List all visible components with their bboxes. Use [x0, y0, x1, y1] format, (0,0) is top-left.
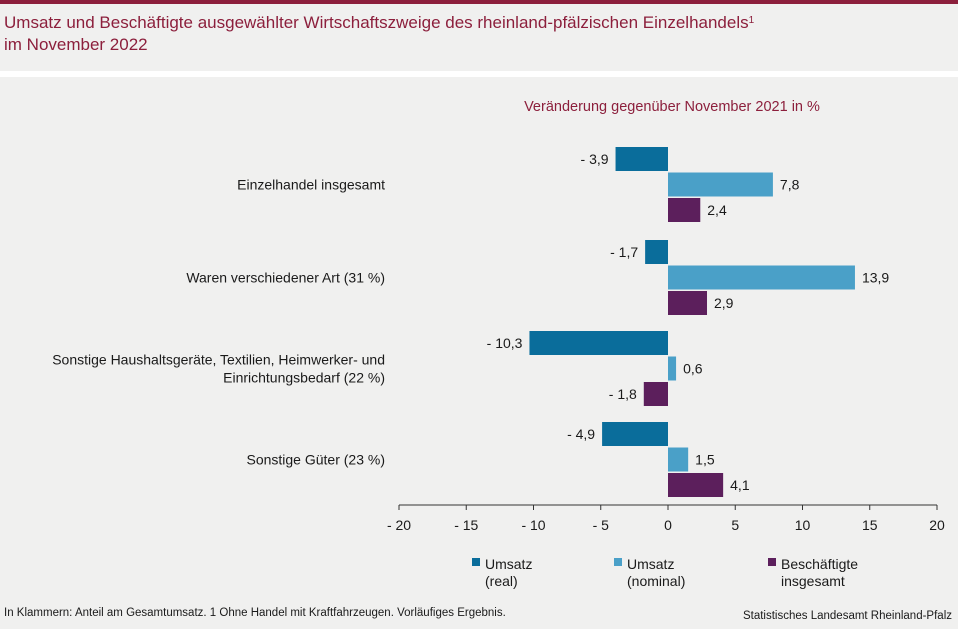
category-label-2-0: Sonstige Haushaltsgeräte, Textilien, Hei… — [52, 352, 385, 368]
category-label-3-0: Sonstige Güter (23 %) — [246, 452, 385, 468]
data-label-0-3: - 4,9 — [567, 426, 595, 442]
chart-subtitle: Veränderung gegenüber November 2021 in % — [524, 99, 820, 115]
data-label-2-0: 2,4 — [707, 202, 727, 218]
bar-beschaeftigte-0 — [668, 198, 701, 222]
bar-umsatz-real-3 — [602, 422, 668, 446]
legend-label-2-0: Beschäftigte — [781, 556, 858, 572]
legend-swatch-2 — [768, 558, 776, 566]
x-tick-label-7: 15 — [862, 517, 878, 533]
data-label-1-3: 1,5 — [695, 452, 715, 468]
bar-beschaeftigte-3 — [668, 473, 724, 497]
data-label-1-1: 13,9 — [862, 270, 889, 286]
data-label-0-0: - 3,9 — [581, 151, 609, 167]
header-separator — [0, 71, 958, 77]
category-label-2-1: Einrichtungsbedarf (22 %) — [223, 370, 385, 386]
bar-umsatz-real-2 — [529, 331, 668, 355]
bar-umsatz-nominal-1 — [668, 265, 855, 290]
legend-swatch-0 — [472, 558, 480, 566]
x-tick-label-2: - 10 — [521, 517, 545, 533]
data-label-2-1: 2,9 — [714, 295, 734, 311]
bar-umsatz-nominal-0 — [668, 172, 773, 197]
bar-umsatz-real-1 — [645, 240, 668, 264]
category-label-1-0: Waren verschiedener Art (31 %) — [186, 270, 385, 286]
data-label-0-1: - 1,7 — [610, 244, 638, 260]
title-line-2: im November 2022 — [4, 35, 148, 54]
bar-umsatz-nominal-3 — [668, 447, 689, 472]
title-footnote-marker: 1 — [748, 15, 755, 26]
legend-label-2-1: insgesamt — [781, 573, 845, 589]
chart-title: Umsatz und Beschäftigte ausgewählter Wir… — [4, 12, 944, 56]
legend-label-1-0: Umsatz — [627, 556, 674, 572]
data-label-2-2: - 1,8 — [609, 386, 637, 402]
data-label-1-0: 7,8 — [780, 177, 800, 193]
bar-beschaeftigte-2 — [643, 382, 668, 406]
legend-swatch-1 — [614, 558, 622, 566]
source-credit: Statistisches Landesamt Rheinland-Pfalz — [742, 610, 952, 622]
category-label-0-0: Einzelhandel insgesamt — [237, 177, 385, 193]
x-tick-label-1: - 15 — [454, 517, 478, 533]
x-tick-label-5: 5 — [731, 517, 739, 533]
data-label-1-2: 0,6 — [683, 361, 703, 377]
x-tick-label-3: - 5 — [593, 517, 610, 533]
x-tick-label-6: 10 — [795, 517, 811, 533]
x-tick-label-4: 0 — [664, 517, 672, 533]
x-tick-label-0: - 20 — [387, 517, 411, 533]
x-tick-label-8: 20 — [929, 517, 945, 533]
legend-label-1-1: (nominal) — [627, 573, 685, 589]
data-label-0-2: - 10,3 — [487, 335, 523, 351]
legend-label-0-0: Umsatz — [485, 556, 532, 572]
legend-label-0-1: (real) — [485, 573, 518, 589]
bar-beschaeftigte-1 — [668, 291, 708, 315]
bar-umsatz-nominal-2 — [668, 356, 677, 381]
bar-umsatz-real-0 — [615, 147, 668, 171]
brand-top-bar — [0, 0, 958, 4]
footnote: In Klammern: Anteil am Gesamtumsatz. 1 O… — [4, 607, 506, 619]
title-line-1: Umsatz und Beschäftigte ausgewählter Wir… — [4, 13, 749, 32]
data-label-2-3: 4,1 — [730, 477, 750, 493]
